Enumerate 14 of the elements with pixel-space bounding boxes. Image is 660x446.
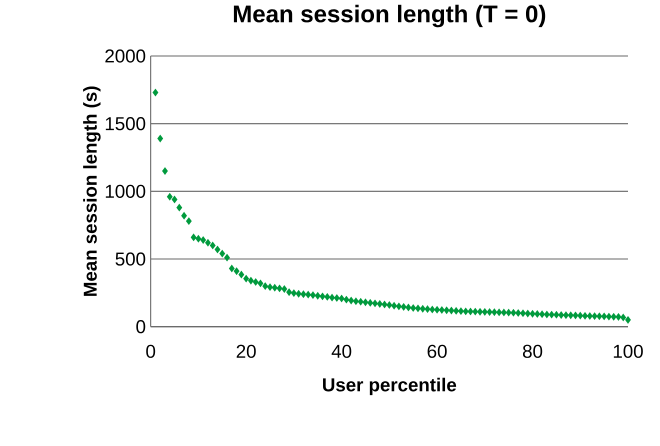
x-axis-title: User percentile [323, 378, 456, 396]
y-axis-title: Mean session length (s) [83, 86, 101, 296]
y-tick-label: 1000 [106, 184, 146, 198]
x-tick-label: 60 [428, 344, 447, 358]
y-tick-label: 2000 [105, 49, 146, 63]
y-tick-label: 0 [136, 320, 146, 334]
x-tick-label: 100 [614, 344, 643, 358]
y-tick-label: 500 [116, 252, 146, 266]
x-tick-label: 20 [236, 344, 256, 358]
x-tick-label: 40 [332, 344, 352, 358]
x-tick-label: 0 [146, 344, 156, 358]
y-tick-label: 1500 [106, 117, 146, 130]
x-tick-label: 80 [522, 344, 542, 358]
chart-title: Mean session length (T = 0) [234, 4, 546, 28]
